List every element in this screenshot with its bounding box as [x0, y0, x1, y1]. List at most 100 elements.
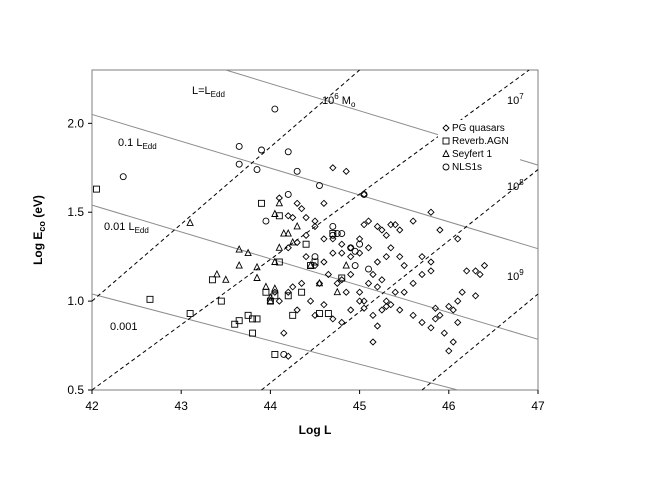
line-annotations: L=LEdd 106 Mo 107 0.1 LEdd 108 0.01 LEdd 109 0.… — [104, 85, 524, 333]
reverb-agn-point — [271, 350, 279, 358]
pg-quasars-point — [458, 288, 466, 296]
pg-quasars-point — [360, 304, 368, 312]
pg-quasars-point — [369, 270, 377, 279]
pg-quasars-point — [454, 235, 462, 243]
reverb-agn-point — [316, 310, 323, 318]
legend-marker-square — [442, 137, 450, 145]
pg-quasars-point — [320, 235, 328, 243]
pg-quasars-point — [347, 306, 355, 314]
y-tick-label: 0.5 — [67, 383, 84, 397]
seyfert-1-point — [266, 296, 275, 305]
pg-quasars-point — [293, 238, 301, 247]
luminosity-line-3 — [91, 293, 458, 391]
reverb-agn-point — [253, 315, 261, 323]
reverb-agn-point — [298, 288, 306, 296]
nls1s-point — [258, 146, 265, 154]
seyfert-1-point — [253, 262, 261, 271]
pg-quasars-point — [364, 244, 373, 252]
seyfert-1-point — [271, 209, 279, 217]
reverb-agn-point — [324, 310, 332, 318]
pg-quasars-point — [347, 253, 355, 261]
legend-label: Seyfert 1 — [452, 149, 492, 160]
seyfert-1-point — [280, 229, 288, 237]
x-axis-title: Log L — [299, 423, 332, 437]
pg-quasars-point — [369, 311, 377, 319]
y-tick-label: 1.0 — [67, 294, 84, 308]
pg-quasars-point — [355, 297, 364, 305]
pg-quasars-point — [280, 329, 288, 337]
pg-quasars-point — [440, 329, 448, 337]
legend-marker-circle — [442, 163, 450, 171]
pg-quasars-point — [431, 304, 440, 312]
y-tick-label: 2.0 — [67, 116, 84, 130]
nls1s-point — [351, 247, 359, 255]
pg-quasars-point — [355, 235, 364, 243]
seyfert-1-point — [235, 261, 243, 269]
pg-quasars-point — [329, 249, 337, 257]
pg-quasars-point — [431, 315, 440, 323]
edd-0.01-label: 0.01 LEdd — [104, 221, 149, 235]
nls1s-point — [329, 222, 337, 230]
reverb-agn-point — [271, 292, 279, 300]
pg-quasars-point — [409, 311, 417, 319]
mass-1e7-label: 107 — [507, 92, 524, 107]
reverb-agn-point — [93, 185, 100, 193]
y-axis-title-sub: co — [37, 221, 47, 232]
nls1s-point — [365, 265, 372, 273]
pg-quasars-point — [396, 306, 404, 314]
reverb-agn-point — [329, 230, 337, 238]
pg-quasars-point — [396, 226, 404, 234]
mass-line-3 — [261, 169, 539, 391]
nls1s-point — [271, 105, 279, 113]
pg-quasars-point — [387, 244, 395, 252]
seyfert-1-point — [253, 273, 261, 281]
data-points — [93, 105, 489, 360]
nls1s-point — [284, 148, 292, 156]
pg-quasars-point — [378, 276, 386, 284]
seyfert-1-point — [186, 218, 194, 226]
pg-quasars-point — [311, 222, 319, 231]
x-tick-label: 47 — [531, 399, 545, 413]
pg-quasars-point — [418, 270, 426, 279]
reverb-agn-point — [146, 295, 154, 303]
pg-quasars-point — [373, 283, 382, 291]
pg-quasars-point — [463, 267, 471, 275]
legend-marker-triangle — [442, 149, 450, 157]
reverb-agn-point — [258, 199, 265, 207]
pg-quasars-point — [382, 253, 390, 261]
pg-quasars-point — [306, 297, 315, 305]
luminosity-line-2 — [91, 204, 539, 340]
pg-quasars-point — [347, 270, 355, 279]
pg-quasars-point — [302, 213, 310, 222]
pg-quasars-point — [418, 318, 426, 327]
pg-quasars-point — [400, 288, 408, 296]
mass-1e6-label: 106 Mo — [322, 92, 356, 109]
luminosity-line-1 — [91, 113, 539, 250]
edd-0.001-label: 0.001 — [110, 321, 138, 333]
nls1s-point — [262, 217, 270, 225]
pg-quasars-point — [355, 288, 364, 296]
pg-quasars-point — [302, 253, 310, 261]
legend-label: PG quasars — [452, 123, 505, 134]
legend: PG quasars Reverb.AGN Seyfert 1 NLS1s — [438, 120, 520, 174]
pg-quasars-point — [320, 301, 328, 309]
seyfert-1-point — [213, 269, 221, 278]
pg-quasars-point — [364, 279, 373, 287]
pg-quasars-point — [297, 279, 306, 287]
reverb-agn-point — [275, 212, 283, 220]
pg-quasars-point — [449, 338, 457, 346]
edd-0.1-label: 0.1 LEdd — [118, 137, 157, 151]
reverb-agn-point — [289, 311, 297, 319]
pg-quasars-point — [320, 199, 328, 207]
pg-quasars-point — [311, 217, 319, 225]
pg-quasars-point — [436, 311, 444, 319]
pg-quasars-point — [378, 226, 386, 234]
pg-quasars-point — [284, 212, 292, 220]
nls1s-point — [119, 173, 127, 181]
seyfert-1-point — [271, 284, 279, 292]
pg-quasars-point — [480, 261, 489, 270]
reverb-agn-point — [284, 292, 292, 300]
reverb-agn-point — [235, 317, 243, 325]
pg-quasars-point — [409, 279, 417, 287]
legend-label: NLS1s — [452, 162, 482, 173]
